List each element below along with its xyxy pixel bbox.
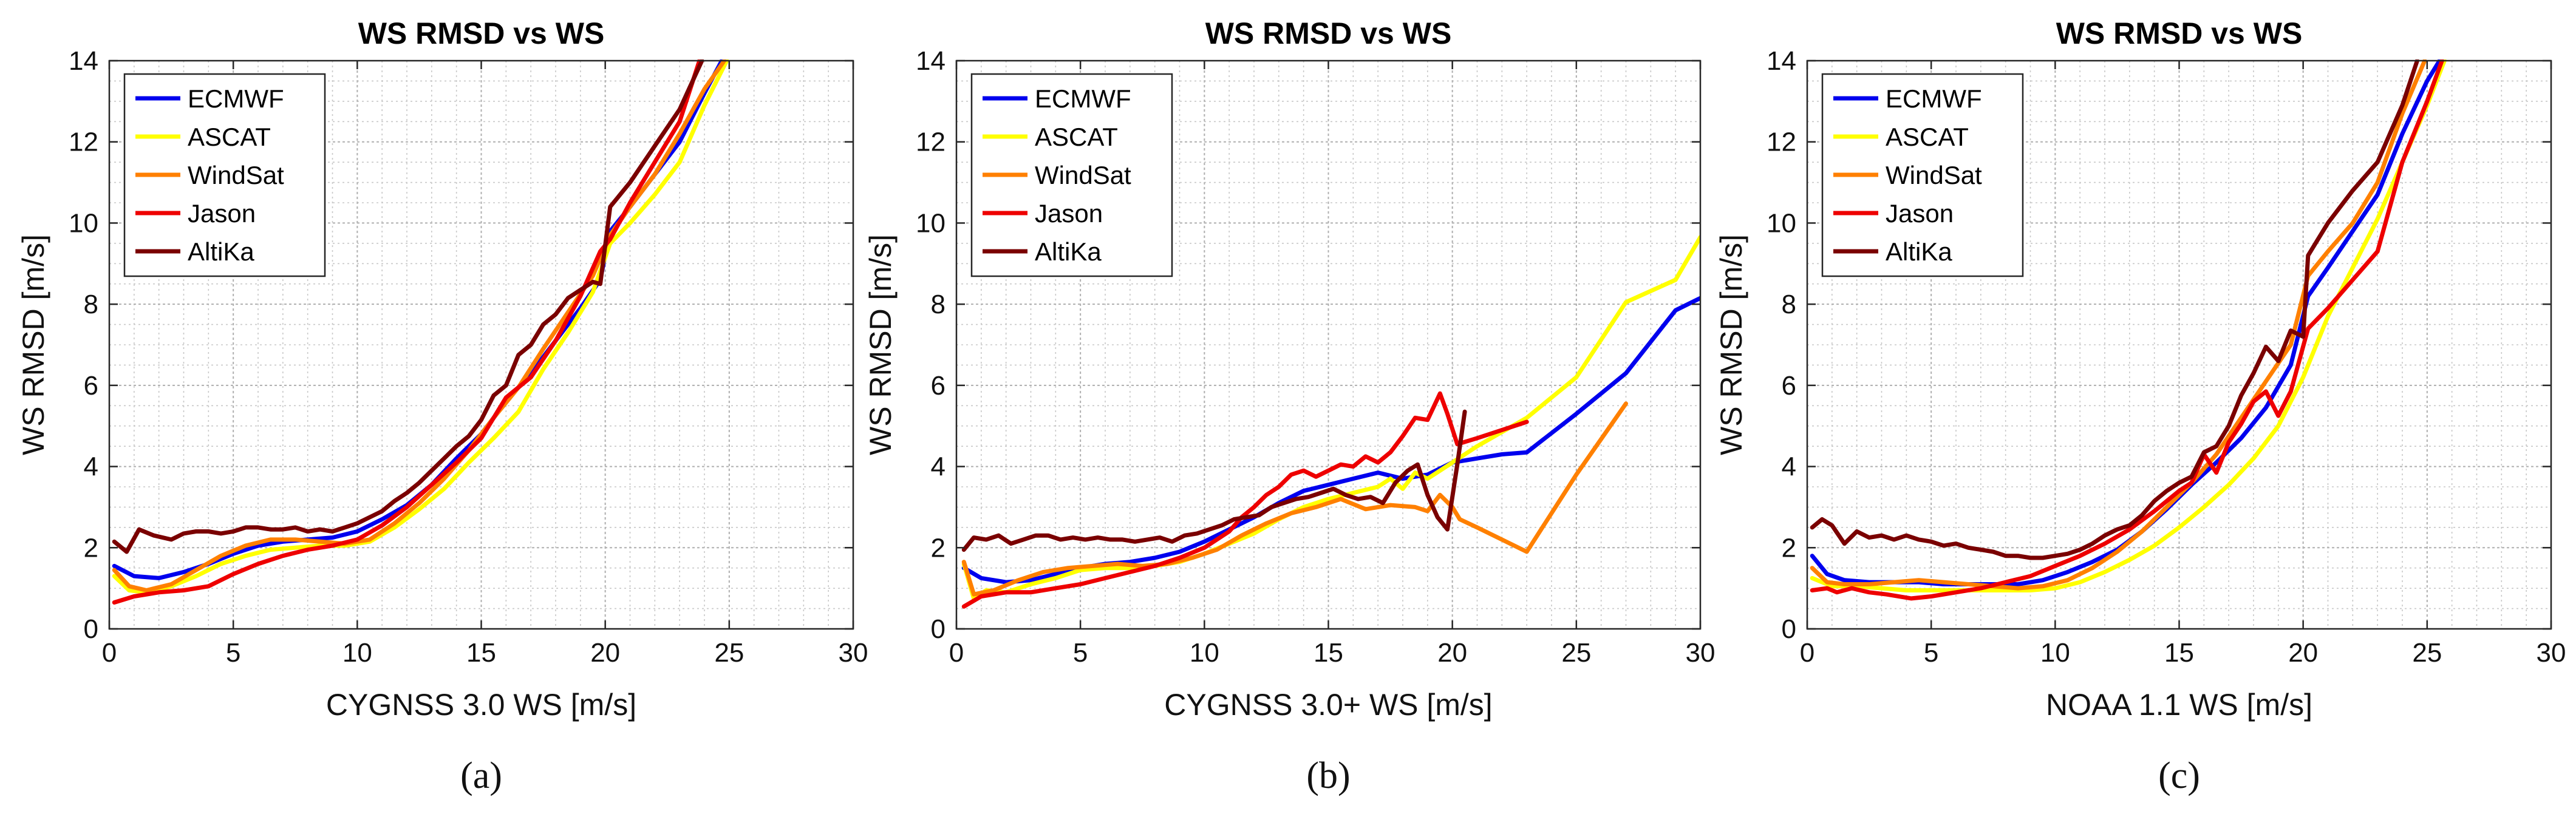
series-line-jason [1810, 59, 2444, 601]
series-line-jason [961, 391, 1529, 609]
panel-label: (c) [2158, 755, 2200, 796]
y-axis-label: WS RMSD [m/s] [1714, 234, 1748, 455]
x-tick-label: 25 [714, 638, 744, 668]
chart-panel-1: 0 5 10 15 20 25 30 0 2 4 6 8 10 12 14 WS RMSD vs WS CYGN… [16, 16, 868, 796]
series-line-altika [961, 409, 1467, 552]
y-tick-label: 12 [69, 127, 98, 157]
legend-label-ascat: ASCAT [188, 123, 271, 151]
series-line-ascat [961, 235, 1700, 601]
y-tick-label: 0 [1782, 614, 1796, 644]
y-tick-label: 0 [84, 614, 98, 644]
x-tick-label: 30 [2537, 638, 2566, 668]
x-tick-label: 5 [1073, 638, 1088, 668]
chart-panel-3: 0 5 10 15 20 25 30 0 2 4 6 8 10 12 14 WS RMSD vs WS NOAA… [1714, 16, 2566, 796]
x-tick-label: 20 [1437, 638, 1467, 668]
series-line-ecmwf [961, 296, 1700, 585]
panel-label: (a) [460, 755, 502, 796]
y-tick-label: 2 [84, 533, 98, 563]
chart-panel-2: 0 5 10 15 20 25 30 0 2 4 6 8 10 12 14 WS RMSD vs WS CYGN… [864, 16, 1715, 796]
chart-title: WS RMSD vs WS [358, 16, 605, 50]
legend-label-altika: AltiKa [1886, 237, 1952, 266]
legend-label-altika: AltiKa [1035, 237, 1102, 266]
x-tick-label: 0 [1800, 638, 1814, 668]
y-tick-label: 4 [84, 452, 98, 482]
series-lines [961, 235, 1700, 609]
y-tick-label: 10 [916, 208, 946, 238]
y-tick-label: 2 [931, 533, 946, 563]
x-tick-label: 0 [949, 638, 964, 668]
legend: ECMWF ASCAT WindSat Jason AltiKa [1821, 73, 2024, 277]
series-line-altika [112, 59, 704, 554]
x-tick-label: 5 [226, 638, 240, 668]
series-lines [112, 59, 729, 605]
x-tick-label: 15 [2164, 638, 2194, 668]
legend-label-ascat: ASCAT [1035, 123, 1118, 151]
panel-label: (b) [1306, 755, 1350, 796]
x-tick-label: 10 [1190, 638, 1219, 668]
legend-label-ascat: ASCAT [1886, 123, 1969, 151]
legend-label-jason: Jason [1035, 199, 1103, 228]
legend: ECMWF ASCAT WindSat Jason AltiKa [970, 73, 1173, 277]
legend-label-ecmwf: ECMWF [1035, 84, 1131, 113]
x-axis-label: CYGNSS 3.0+ WS [m/s] [1164, 688, 1492, 722]
legend-label-altika: AltiKa [188, 237, 254, 266]
x-tick-label: 30 [1686, 638, 1716, 668]
series-lines [1810, 59, 2447, 601]
y-axis-label: WS RMSD [m/s] [864, 234, 898, 455]
legend-label-jason: Jason [188, 199, 256, 228]
y-tick-label: 8 [84, 290, 98, 319]
y-tick-label: 12 [1767, 127, 1796, 157]
y-tick-label: 8 [931, 290, 946, 319]
y-tick-label: 6 [931, 371, 946, 401]
legend-label-ecmwf: ECMWF [1886, 84, 1982, 113]
x-tick-label: 15 [1314, 638, 1343, 668]
legend: ECMWF ASCAT WindSat Jason AltiKa [123, 73, 326, 277]
legend-label-windsat: WindSat [1035, 161, 1131, 189]
series-line-altika [1810, 59, 2419, 560]
y-tick-label: 10 [1767, 208, 1796, 238]
x-axis-label: NOAA 1.1 WS [m/s] [2046, 688, 2312, 722]
x-tick-label: 15 [466, 638, 496, 668]
y-tick-label: 6 [84, 371, 98, 401]
y-tick-label: 2 [1782, 533, 1796, 563]
y-tick-label: 8 [1782, 290, 1796, 319]
x-tick-label: 20 [2288, 638, 2318, 668]
series-line-ascat [1810, 59, 2447, 592]
y-tick-label: 4 [1782, 452, 1796, 482]
y-tick-label: 14 [69, 46, 98, 76]
chart-title: WS RMSD vs WS [2056, 16, 2303, 50]
chart-title: WS RMSD vs WS [1205, 16, 1452, 50]
legend-label-windsat: WindSat [188, 161, 284, 189]
y-axis-label: WS RMSD [m/s] [16, 234, 50, 455]
y-tick-label: 0 [931, 614, 946, 644]
x-tick-label: 20 [590, 638, 620, 668]
series-line-ascat [112, 59, 729, 595]
x-tick-label: 0 [102, 638, 117, 668]
series-line-windsat [1810, 59, 2427, 591]
series-line-jason [112, 59, 702, 605]
x-tick-label: 10 [2040, 638, 2070, 668]
x-tick-label: 5 [1924, 638, 1938, 668]
series-line-windsat [961, 401, 1628, 597]
x-tick-label: 30 [839, 638, 868, 668]
x-tick-label: 25 [2412, 638, 2442, 668]
y-tick-label: 6 [1782, 371, 1796, 401]
x-tick-label: 10 [342, 638, 372, 668]
y-tick-label: 14 [1767, 46, 1796, 76]
y-tick-label: 14 [916, 46, 946, 76]
x-axis-label: CYGNSS 3.0 WS [m/s] [326, 688, 636, 722]
legend-label-windsat: WindSat [1886, 161, 1982, 189]
y-tick-label: 10 [69, 208, 98, 238]
legend-label-jason: Jason [1886, 199, 1954, 228]
y-tick-label: 12 [916, 127, 946, 157]
legend-label-ecmwf: ECMWF [188, 84, 284, 113]
y-tick-label: 4 [931, 452, 946, 482]
x-tick-label: 25 [1561, 638, 1591, 668]
